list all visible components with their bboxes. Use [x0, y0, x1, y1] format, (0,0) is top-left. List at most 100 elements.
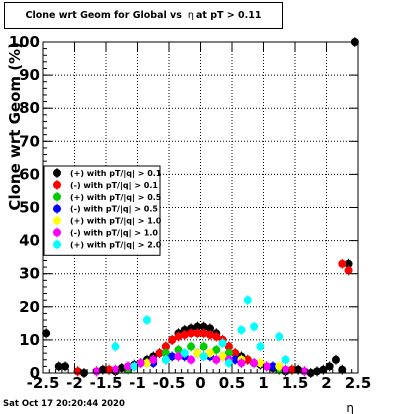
data-point — [111, 365, 120, 374]
data-point — [344, 259, 353, 268]
data-point — [344, 266, 353, 275]
data-point — [124, 362, 133, 371]
x-tick-label: 1 — [258, 374, 268, 392]
data-point — [193, 322, 202, 331]
data-point — [142, 316, 151, 325]
data-point — [136, 359, 145, 368]
data-point — [319, 365, 328, 374]
data-point — [294, 365, 303, 374]
legend-entry: (+) with pT/|q| > 0.5 — [70, 193, 162, 202]
data-point — [275, 332, 284, 341]
legend-entry: (-) with pT/|q| > 0.5 — [70, 205, 158, 214]
data-point — [187, 342, 196, 351]
data-point — [168, 352, 177, 361]
data-point — [199, 329, 208, 338]
y-tick-label: 0 — [30, 364, 40, 382]
x-tick-label: 2 — [321, 374, 331, 392]
data-point — [205, 330, 214, 339]
data-point — [199, 342, 208, 351]
data-point — [205, 324, 214, 333]
data-point — [187, 329, 196, 338]
y-tick-label: 70 — [19, 132, 40, 150]
legend-box — [43, 165, 161, 256]
data-point — [187, 355, 196, 364]
data-point — [224, 359, 233, 368]
data-point — [174, 352, 183, 361]
x-tick-label: 2.5 — [345, 374, 372, 392]
data-point — [193, 329, 202, 338]
data-point — [61, 362, 70, 371]
data-point — [212, 355, 221, 364]
y-tick-label: 90 — [19, 66, 40, 84]
data-point — [205, 349, 214, 358]
data-point — [256, 342, 265, 351]
chart-title-prefix: Clone wrt Geom for Global vs — [25, 10, 182, 21]
data-point — [237, 325, 246, 334]
data-point — [262, 362, 271, 371]
x-tick-label: -1 — [129, 374, 146, 392]
legend: (+) with pT/|q| > 0.1 (-) with pT/|q| > 0… — [43, 165, 162, 256]
data-point — [338, 259, 347, 268]
series-7 — [111, 295, 290, 372]
data-point — [250, 322, 259, 331]
data-point — [218, 352, 227, 361]
y-tick-label: 40 — [19, 232, 40, 250]
legend-entry: (+) with pT/|q| > 1.0 — [70, 217, 162, 226]
x-tick-label: -1.5 — [90, 374, 123, 392]
y-tick-label: 80 — [19, 99, 40, 117]
y-tick-label: 100 — [9, 33, 40, 51]
data-point — [155, 349, 164, 358]
data-point — [105, 365, 114, 374]
x-tick-label: -2 — [66, 374, 83, 392]
data-point — [250, 359, 259, 368]
x-tick-label: -0.5 — [153, 374, 186, 392]
legend-entry: (+) with pT/|q| > 2.0 — [70, 240, 162, 249]
data-point — [338, 365, 347, 374]
data-point — [161, 349, 170, 358]
data-point — [174, 332, 183, 341]
data-point — [199, 322, 208, 331]
data-point — [212, 345, 221, 354]
chart-title-symbol: η — [187, 10, 194, 21]
data-point — [237, 359, 246, 368]
data-point — [281, 355, 290, 364]
data-point — [218, 339, 227, 348]
data-point — [193, 349, 202, 358]
legend-entry: (-) with pT/|q| > 1.0 — [70, 229, 158, 238]
data-point — [275, 362, 284, 371]
data-point — [231, 355, 240, 364]
y-axis-label: Clone wrt Geom (%) — [6, 42, 24, 211]
data-point — [130, 362, 139, 371]
data-point — [199, 352, 208, 361]
chart-title: Clone wrt Geom for Global vs η at pT > 0… — [4, 2, 283, 29]
y-tick-label: 30 — [19, 265, 40, 283]
data-point — [268, 362, 277, 371]
x-tick-label: 0.5 — [219, 374, 246, 392]
y-tick-label: 20 — [19, 298, 40, 316]
data-point — [180, 330, 189, 339]
chart-title-suffix: at pT > 0.11 — [195, 10, 262, 21]
y-tick-label: 60 — [19, 165, 40, 183]
data-point — [243, 296, 252, 305]
data-point — [149, 355, 158, 364]
data-point — [325, 362, 334, 371]
data-point — [256, 359, 265, 368]
data-point — [224, 342, 233, 351]
x-tick-label: 0 — [195, 374, 205, 392]
data-point — [54, 362, 63, 371]
data-point — [174, 345, 183, 354]
data-point — [161, 342, 170, 351]
legend-entry: (+) with pT/|q| > 0.1 — [70, 169, 162, 178]
data-series — [42, 37, 359, 378]
x-tick-label: -2.5 — [27, 374, 60, 392]
data-point — [161, 355, 170, 364]
data-point — [180, 349, 189, 358]
y-tick-label: 10 — [19, 331, 40, 349]
data-point — [212, 332, 221, 341]
data-point — [111, 342, 120, 351]
tick-labels: -2.5 -2 -1.5 -1 -0.5 0 0.5 1 1.5 2 2.5 0 10 20 30 40 50 6… — [9, 33, 372, 392]
legend-entry: (-) with pT/|q| > 0.1 — [70, 181, 158, 190]
x-axis-label: η — [346, 401, 354, 414]
data-point — [231, 349, 240, 358]
